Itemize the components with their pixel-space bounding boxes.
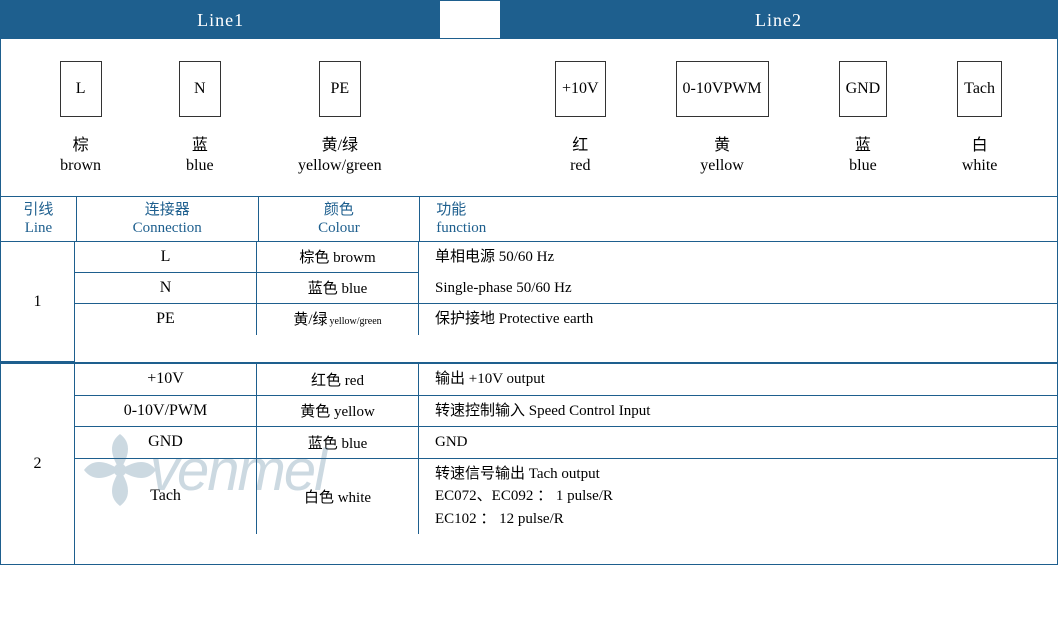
group1-line-value: 1 [34, 293, 42, 311]
terminal-label-en: red [570, 157, 590, 175]
header-row: Line1 Line2 [1, 1, 1057, 39]
terminal-label-en: brown [60, 157, 101, 175]
func-line1: 单相电源 50/60 Hz [435, 246, 554, 269]
terminal-label-cn: 蓝 [855, 131, 871, 155]
func-line: 转速信号输出 Tach output [435, 463, 600, 486]
terminal-label-en: blue [186, 157, 214, 175]
th-func-cn: 功能 [436, 201, 466, 219]
group-2: 2 +10V红色 red输出 +10V output0-10V/PWM黄色 ye… [1, 364, 1057, 564]
th-colour-cn: 颜色 [324, 201, 354, 219]
line2-terminal-2: GND 蓝 blue [839, 61, 888, 175]
terminal-box: 0-10VPWM [676, 61, 769, 117]
group1-rows: L 棕色 browm 单相电源 50/60 Hz N 蓝色 blue Singl… [75, 242, 1057, 362]
func-cell-merged-bottom: Single-phase 50/60 Hz [419, 273, 1057, 305]
th-conn-en: Connection [133, 219, 202, 237]
terminal-label-en: blue [849, 157, 877, 175]
func-cell-merged: 单相电源 50/60 Hz [419, 242, 1057, 273]
terminal-box-line: 0-10V [683, 80, 724, 98]
func-line: EC102 ： 12 pulse/R [435, 508, 564, 531]
group2-line-value: 2 [34, 455, 42, 473]
terminal-label-en: yellow/green [298, 157, 382, 175]
th-line: 引线 Line [1, 197, 77, 242]
terminal-label-cn: 白 [972, 131, 988, 155]
terminal-box: N [179, 61, 221, 117]
colour-cell: 黄/绿 yellow/green [257, 304, 419, 335]
terminal-box-line: PWM [723, 80, 761, 98]
line2-terminal-1: 0-10VPWM 黄 yellow [676, 61, 769, 175]
terminal-label-en: white [962, 157, 998, 175]
colour-cell: 棕色 browm [257, 242, 419, 273]
colour-en: yellow/green [329, 316, 381, 327]
terminal-box: Tach [957, 61, 1002, 117]
terminal-box: +10V [555, 61, 606, 117]
line2-terminals: +10V 红 red 0-10VPWM 黄 yellow GND 蓝 blue Tach 白 whit… [500, 39, 1057, 196]
table-row: 0-10V/PWM黄色 yellow转速控制输入 Speed Control I… [75, 396, 1057, 428]
group1-line-cell: 1 [1, 242, 75, 362]
func-cell: GND [419, 427, 1057, 459]
table-row: PE 黄/绿 yellow/green 保护接地 Protective eart… [75, 304, 1057, 335]
header-line2: Line2 [500, 1, 1057, 39]
func-line: EC072、EC092 ： 1 pulse/R [435, 485, 613, 508]
diagram-gap [440, 39, 500, 196]
table-row: GND蓝色 blue GND [75, 427, 1057, 459]
conn-cell: N [75, 273, 257, 305]
terminal-label-cn: 黄/绿 [322, 131, 358, 155]
colour-cell: 白色 white [257, 459, 419, 535]
conn-cell: PE [75, 304, 257, 335]
terminal-box: GND [839, 61, 888, 117]
func-cell: 输出 +10V output [419, 364, 1057, 396]
table-row: +10V红色 red输出 +10V output [75, 364, 1057, 396]
terminal-label-cn: 蓝 [192, 131, 208, 155]
th-line-cn: 引线 [23, 201, 53, 219]
group-1: 1 L 棕色 browm 单相电源 50/60 Hz N 蓝色 blue Sin… [1, 242, 1057, 364]
terminal-label-cn: 棕 [73, 131, 89, 155]
terminal-box: L [60, 61, 102, 117]
func-cell: 保护接地 Protective earth [419, 304, 1057, 335]
conn-cell: GND [75, 427, 257, 459]
terminal-box: PE [319, 61, 361, 117]
group2-line-cell: 2 [1, 364, 75, 564]
colour-cn: 黄/绿 [293, 308, 327, 329]
colour-cell: 蓝色 blue [257, 427, 419, 459]
conn-cell: +10V [75, 364, 257, 396]
conn-cell: L [75, 242, 257, 273]
th-function: 功能 function [420, 197, 1057, 242]
colour-cell: 红色 red [257, 364, 419, 396]
th-func-en: function [436, 219, 486, 237]
wiring-table: Line1 Line2 L棕brownN蓝bluePE黄/绿yellow/gre… [0, 0, 1058, 565]
terminal-label-en: yellow [700, 157, 744, 175]
th-conn-cn: 连接器 [145, 201, 190, 219]
table-row: N 蓝色 blue Single-phase 50/60 Hz [75, 273, 1057, 305]
line1-terminals: L棕 brown N蓝 blue PE 黄/绿 yellow/green [1, 39, 440, 196]
table-row: Tach白色 white转速信号输出 Tach outputEC072、EC09… [75, 459, 1057, 535]
conn-cell: Tach [75, 459, 257, 535]
func-cell: 转速信号输出 Tach outputEC072、EC092 ： 1 pulse/… [419, 459, 1057, 535]
group2-rows: +10V红色 red输出 +10V output0-10V/PWM黄色 yell… [75, 364, 1057, 564]
colour-cell: 黄色 yellow [257, 396, 419, 428]
line1-terminal-1: N蓝 blue [179, 61, 221, 175]
terminal-label-cn: 红 [572, 131, 588, 155]
colour-cell: 蓝色 blue [257, 273, 419, 305]
func-line2: Single-phase 50/60 Hz [435, 277, 572, 300]
th-colour: 颜色 Colour [259, 197, 421, 242]
func-cell: 转速控制输入 Speed Control Input [419, 396, 1057, 428]
conn-cell: 0-10V/PWM [75, 396, 257, 428]
th-connection: 连接器 Connection [77, 197, 259, 242]
table-row: L 棕色 browm 单相电源 50/60 Hz [75, 242, 1057, 273]
line1-terminal-2: PE 黄/绿 yellow/green [298, 61, 382, 175]
header-gap [440, 1, 500, 39]
line1-terminal-0: L棕 brown [60, 61, 102, 175]
terminal-label-cn: 黄 [714, 131, 730, 155]
th-line-en: Line [25, 219, 53, 237]
line2-terminal-0: +10V 红 red [555, 61, 606, 175]
terminal-diagram-row: L棕brownN蓝bluePE黄/绿yellow/green +10V红red0… [1, 39, 1057, 197]
header-line1: Line1 [1, 1, 440, 39]
table-header-row: 引线 Line 连接器 Connection 颜色 Colour 功能 func… [1, 197, 1057, 242]
line2-terminal-3: Tach 白 white [957, 61, 1002, 175]
th-colour-en: Colour [318, 219, 360, 237]
